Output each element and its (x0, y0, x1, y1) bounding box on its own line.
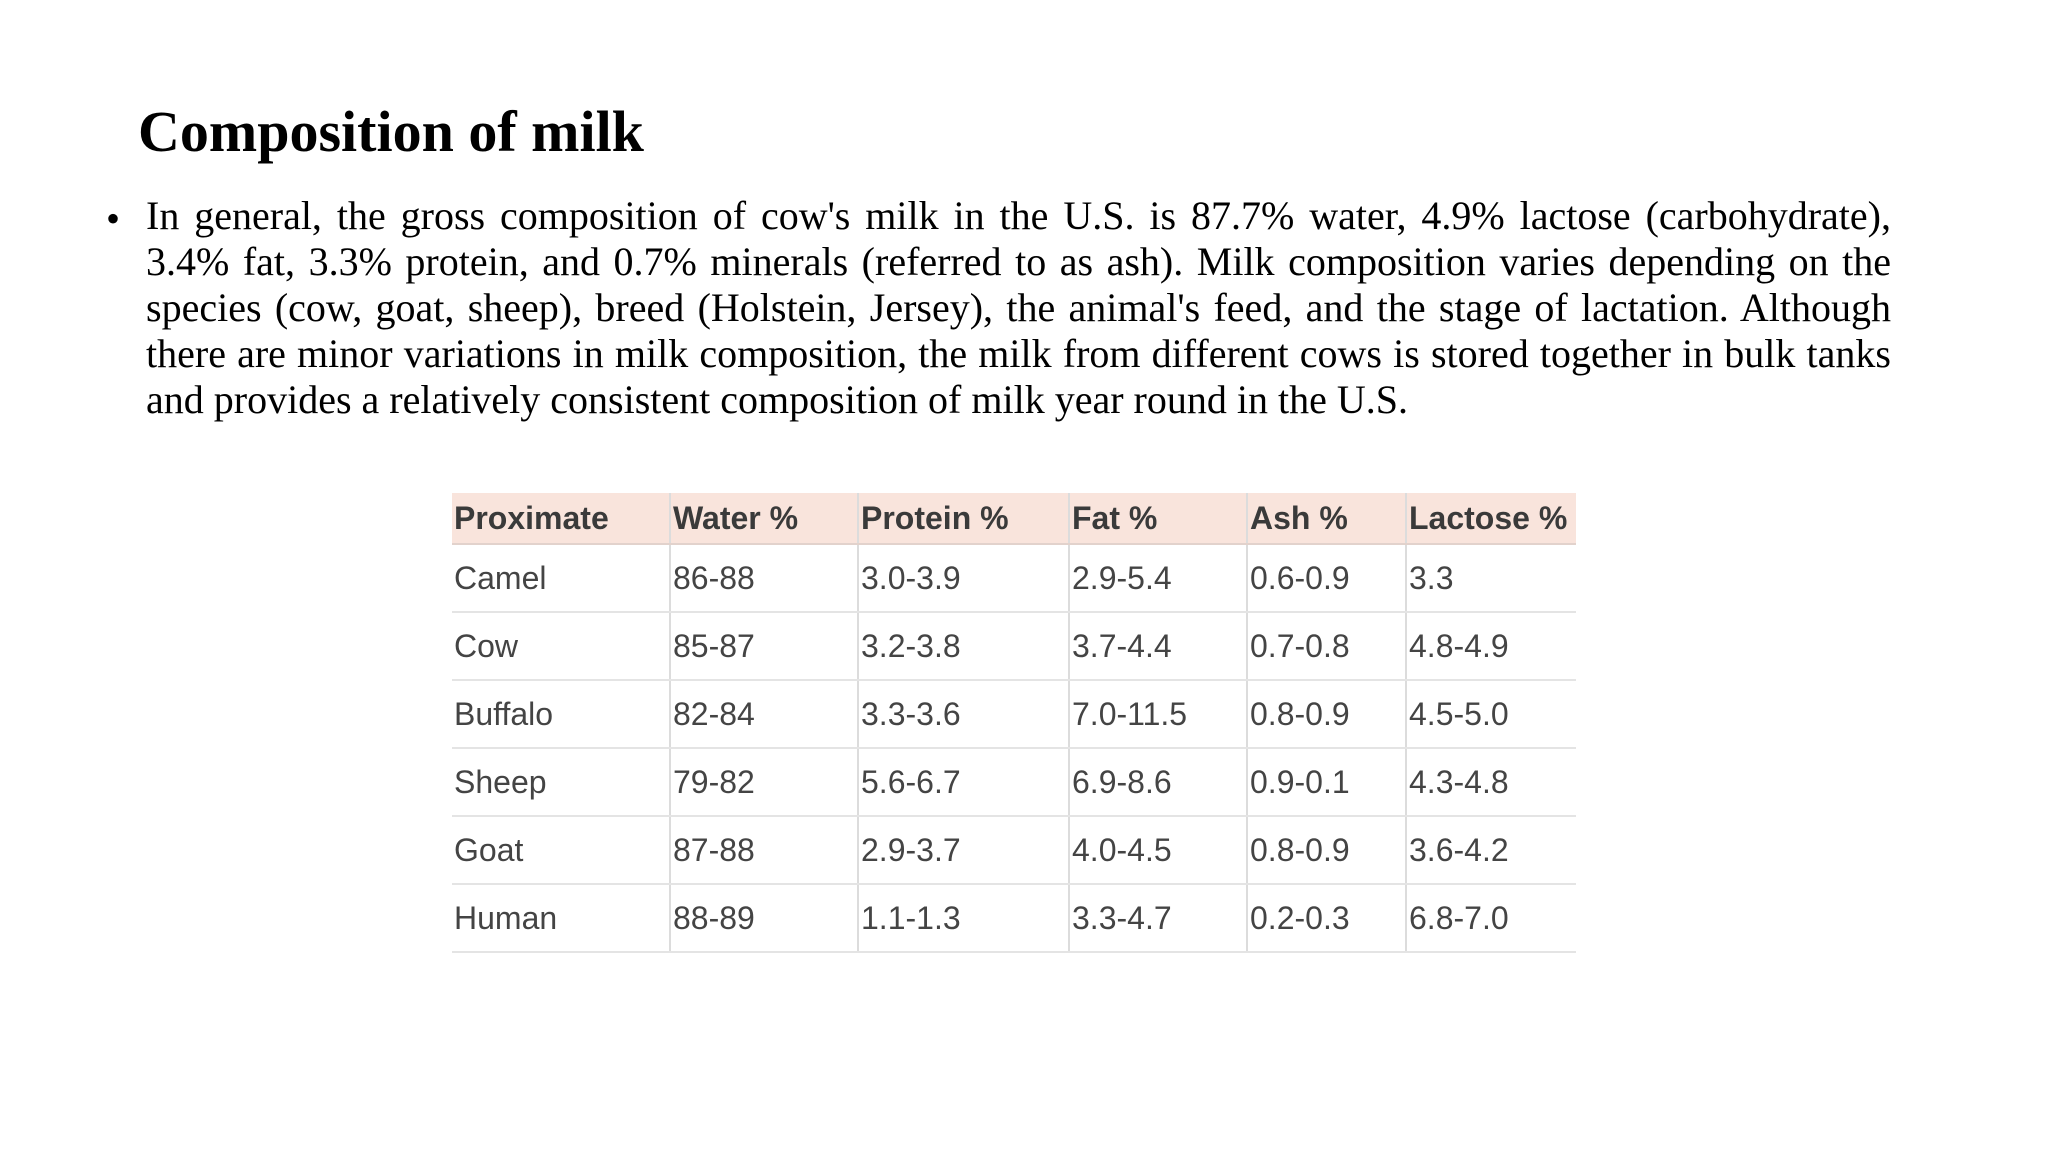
table-cell: 3.2-3.8 (857, 612, 1069, 681)
header-protein: Protein % (857, 493, 1069, 545)
header-ash: Ash % (1246, 493, 1406, 545)
table-cell: Buffalo (452, 680, 670, 749)
table-cell: 0.9-0.1 (1246, 748, 1406, 817)
table-cell: 3.3 (1405, 544, 1576, 613)
table-cell: 3.6-4.2 (1405, 816, 1576, 885)
table-cell: 2.9-5.4 (1068, 544, 1247, 613)
table-cell: 3.3-3.6 (857, 680, 1069, 749)
table-cell: Cow (452, 612, 670, 681)
table-cell: 4.8-4.9 (1405, 612, 1576, 681)
table-cell: Sheep (452, 748, 670, 817)
table-cell: 86-88 (669, 544, 858, 613)
header-proximate: Proximate (452, 493, 670, 545)
milk-composition-table: Proximate Water % Protein % Fat % Ash % … (452, 493, 1576, 953)
table-row: Goat 87-88 2.9-3.7 4.0-4.5 0.8-0.9 3.6-4… (452, 816, 1576, 885)
milk-composition-table-container: Proximate Water % Protein % Fat % Ash % … (452, 493, 1576, 953)
table-cell: 5.6-6.7 (857, 748, 1069, 817)
table-cell: 0.8-0.9 (1246, 680, 1406, 749)
header-water: Water % (669, 493, 858, 545)
table-cell: 1.1-1.3 (857, 884, 1069, 953)
table-cell: Camel (452, 544, 670, 613)
table-cell: 3.3-4.7 (1068, 884, 1247, 953)
table-cell: 0.6-0.9 (1246, 544, 1406, 613)
header-lactose: Lactose % (1405, 493, 1576, 545)
table-cell: 82-84 (669, 680, 858, 749)
table-cell: 7.0-11.5 (1068, 680, 1247, 749)
table-row: Buffalo 82-84 3.3-3.6 7.0-11.5 0.8-0.9 4… (452, 680, 1576, 749)
table-header-row: Proximate Water % Protein % Fat % Ash % … (452, 493, 1576, 545)
header-fat: Fat % (1068, 493, 1247, 545)
table-cell: 0.2-0.3 (1246, 884, 1406, 953)
table-cell: Goat (452, 816, 670, 885)
bullet-marker: • (106, 196, 121, 241)
table-cell: 0.8-0.9 (1246, 816, 1406, 885)
table-cell: 3.0-3.9 (857, 544, 1069, 613)
table-cell: Human (452, 884, 670, 953)
table-cell: 6.9-8.6 (1068, 748, 1247, 817)
table-row: Camel 86-88 3.0-3.9 2.9-5.4 0.6-0.9 3.3 (452, 544, 1576, 613)
table-cell: 87-88 (669, 816, 858, 885)
table-cell: 4.3-4.8 (1405, 748, 1576, 817)
table-cell: 0.7-0.8 (1246, 612, 1406, 681)
table-cell: 79-82 (669, 748, 858, 817)
table-row: Cow 85-87 3.2-3.8 3.7-4.4 0.7-0.8 4.8-4.… (452, 612, 1576, 681)
table-cell: 4.0-4.5 (1068, 816, 1247, 885)
table-cell: 3.7-4.4 (1068, 612, 1247, 681)
table-cell: 6.8-7.0 (1405, 884, 1576, 953)
table-cell: 2.9-3.7 (857, 816, 1069, 885)
table-cell: 85-87 (669, 612, 858, 681)
table-row: Sheep 79-82 5.6-6.7 6.9-8.6 0.9-0.1 4.3-… (452, 748, 1576, 817)
table-row: Human 88-89 1.1-1.3 3.3-4.7 0.2-0.3 6.8-… (452, 884, 1576, 953)
slide-title: Composition of milk (138, 99, 644, 164)
bullet-paragraph: In general, the gross composition of cow… (146, 193, 1891, 422)
table-cell: 4.5-5.0 (1405, 680, 1576, 749)
table-cell: 88-89 (669, 884, 858, 953)
